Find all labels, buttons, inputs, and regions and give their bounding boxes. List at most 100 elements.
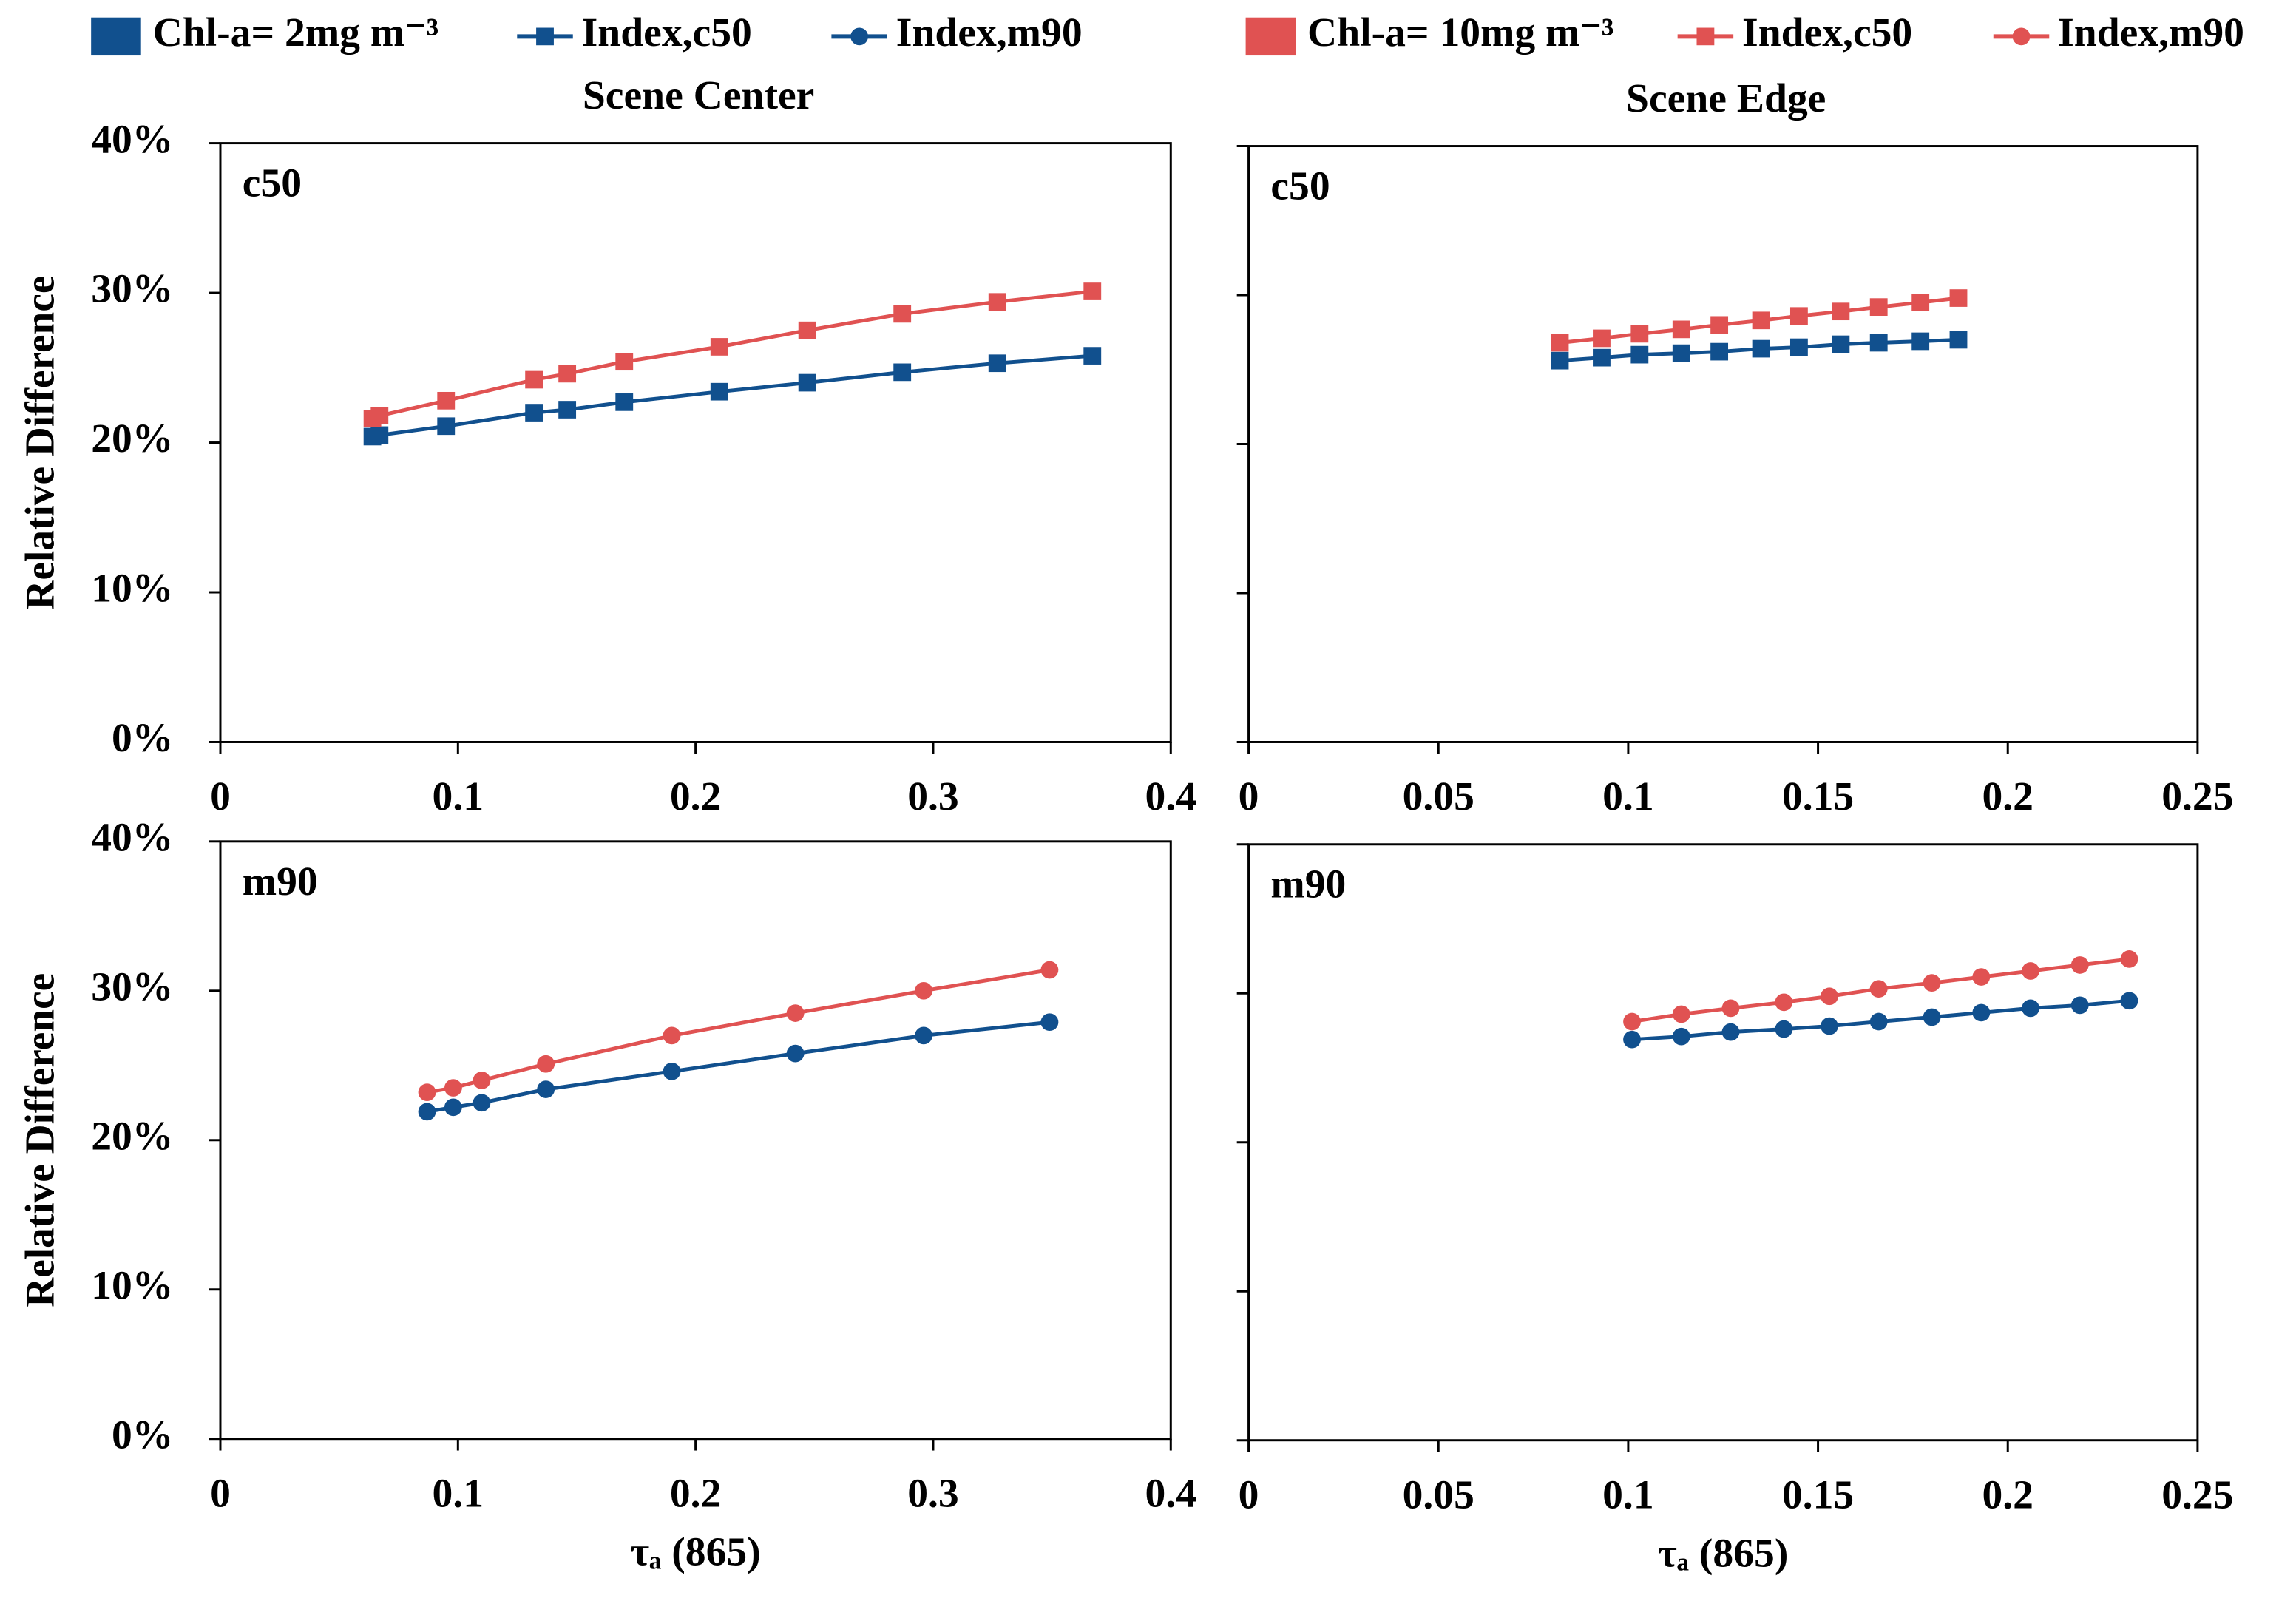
legend-marker [1696, 27, 1715, 46]
legend-marker [850, 27, 869, 46]
marker [710, 338, 728, 356]
marker [1972, 968, 1991, 986]
marker [418, 1103, 436, 1121]
marker [710, 382, 728, 401]
x-tick-label: 0.05 [1403, 1472, 1474, 1517]
marker [988, 293, 1006, 311]
marker [1672, 344, 1690, 362]
marker [1083, 282, 1102, 300]
plot-frame [219, 142, 1172, 743]
marker [1869, 298, 1888, 316]
legend-swatch [91, 17, 141, 56]
marker [798, 321, 816, 339]
marker [444, 1098, 462, 1117]
x-axis-label: τₐ (865) [1658, 1531, 1788, 1576]
marker [1710, 316, 1729, 334]
marker [558, 401, 577, 419]
marker [663, 1063, 681, 1080]
marker [798, 373, 816, 392]
series-line [427, 1020, 1050, 1114]
marker [444, 1079, 462, 1097]
x-tick-label: 0.1 [1602, 774, 1654, 819]
x-tick-label: 0.3 [907, 774, 959, 819]
legend-label: Index,c50 [1742, 10, 1912, 55]
marker [1752, 311, 1770, 330]
y-tick-label: 20% [91, 1114, 173, 1159]
marker [1672, 1027, 1690, 1046]
x-tick-label: 0.3 [907, 1471, 959, 1516]
x-tick-label: 0 [210, 774, 231, 819]
marker [1923, 974, 1941, 992]
marker [1949, 331, 1968, 349]
marker [370, 407, 389, 424]
marker [1593, 329, 1611, 348]
marker [1710, 342, 1729, 361]
marker [2120, 950, 2138, 968]
marker [1832, 302, 1850, 321]
marker [2070, 956, 2089, 974]
marker [988, 354, 1006, 373]
y-tick-label: 40% [91, 815, 173, 860]
marker [1789, 307, 1808, 325]
marker [437, 417, 456, 436]
y-axis-label: Relative Difference [17, 973, 62, 1307]
x-tick-label: 0.15 [1782, 774, 1854, 819]
panel-label: m90 [243, 859, 318, 904]
panel-label: c50 [243, 160, 302, 206]
marker [1832, 335, 1850, 353]
x-tick-label: 0.1 [1602, 1472, 1654, 1517]
marker [1672, 1005, 1690, 1023]
x-tick-label: 0 [1239, 1472, 1259, 1517]
marker [786, 1004, 805, 1022]
marker [525, 370, 543, 389]
x-tick-label: 0.4 [1145, 1471, 1197, 1516]
marker [1040, 1013, 1059, 1032]
plot-frame [1247, 145, 2199, 743]
marker [370, 426, 389, 444]
marker [1593, 348, 1611, 367]
x-tick-label: 0.1 [433, 1471, 484, 1516]
marker [2022, 999, 2039, 1018]
legend-label: Chl-a= 10mg m⁻³ [1307, 10, 1613, 55]
x-tick-label: 0.2 [670, 774, 722, 819]
marker [615, 393, 634, 411]
marker [1040, 961, 1059, 979]
x-tick-label: 0.1 [433, 774, 484, 819]
marker [1752, 339, 1770, 358]
x-tick-label: 0.2 [670, 1471, 722, 1516]
panel-label: c50 [1270, 163, 1330, 209]
x-tick-label: 0 [210, 1471, 231, 1516]
marker [473, 1094, 491, 1112]
x-axis-label: τₐ (865) [631, 1529, 761, 1574]
marker [1869, 1012, 1888, 1031]
marker [1623, 1030, 1641, 1049]
marker [1721, 999, 1740, 1018]
marker [1551, 351, 1569, 370]
marker [473, 1072, 491, 1089]
y-tick-label: 40% [91, 116, 173, 161]
marker [1972, 1003, 1991, 1022]
series-line [371, 289, 1093, 421]
marker [1821, 987, 1838, 1006]
marker [418, 1083, 436, 1101]
series-line [372, 353, 1093, 439]
marker [1775, 993, 1793, 1012]
marker [1911, 332, 1930, 351]
marker [1789, 338, 1808, 356]
marker [1821, 1017, 1838, 1035]
marker [537, 1080, 555, 1098]
x-tick-label: 0.25 [2161, 774, 2233, 819]
marker [1949, 289, 1968, 307]
y-tick-label: 10% [91, 566, 173, 611]
plot-frame [219, 840, 1172, 1441]
legend-marker [536, 27, 554, 46]
panel-title: Scene Edge [1626, 75, 1826, 121]
x-tick-label: 0.4 [1145, 774, 1197, 819]
marker [1869, 980, 1888, 998]
y-tick-label: 0% [112, 1412, 173, 1458]
marker [1869, 334, 1888, 352]
x-tick-label: 0.05 [1403, 774, 1474, 819]
marker [663, 1026, 681, 1045]
marker [915, 1026, 933, 1045]
